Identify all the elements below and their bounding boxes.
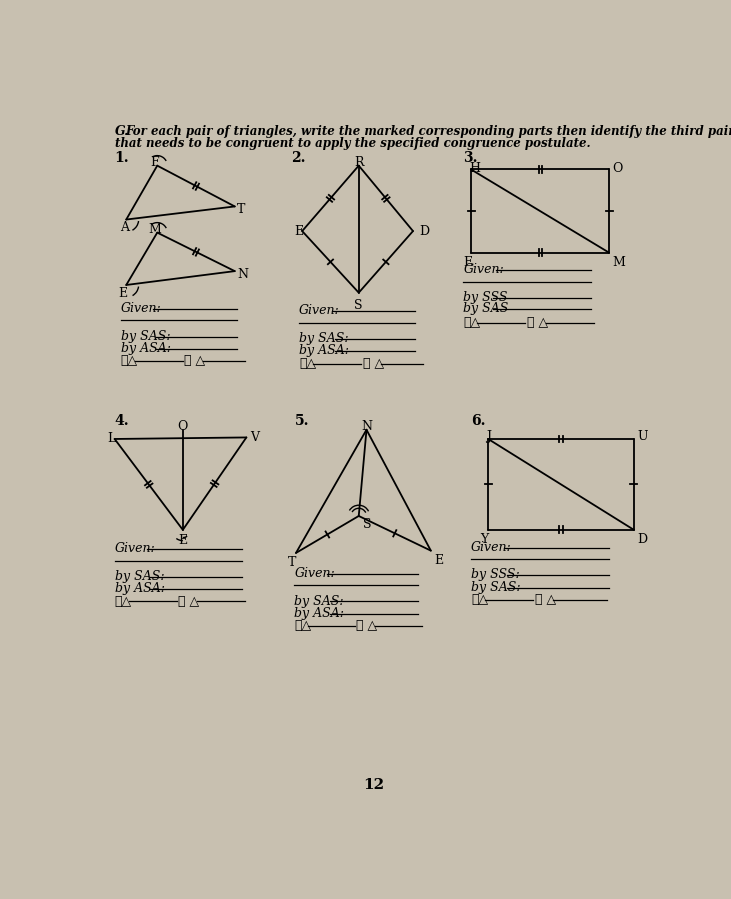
Text: V: V (250, 431, 260, 444)
Text: A: A (120, 221, 129, 234)
Text: Given:: Given: (295, 566, 336, 580)
Text: E: E (295, 225, 303, 237)
Text: by SAS:: by SAS: (295, 594, 344, 608)
Text: by SAS: by SAS (463, 302, 509, 315)
Text: ≅ △: ≅ △ (184, 354, 205, 368)
Text: ∴△: ∴△ (121, 354, 138, 368)
Text: G.: G. (115, 125, 129, 138)
Text: 6.: 6. (471, 414, 485, 428)
Text: D: D (637, 533, 647, 546)
Text: ∴△: ∴△ (463, 316, 480, 329)
Text: by SAS:: by SAS: (471, 581, 520, 593)
Text: E: E (178, 535, 187, 547)
Text: by ASA:: by ASA: (115, 583, 164, 595)
Text: E: E (434, 554, 443, 566)
Text: 3.: 3. (463, 151, 478, 165)
Text: ∴△: ∴△ (299, 357, 317, 369)
Text: 12: 12 (364, 778, 385, 792)
Text: Given:: Given: (463, 263, 504, 276)
Text: T: T (237, 203, 246, 217)
Text: ∴△: ∴△ (471, 593, 488, 606)
Text: ≅ △: ≅ △ (178, 594, 200, 608)
Text: J: J (486, 430, 491, 442)
Text: U: U (637, 430, 648, 442)
Text: by SSS: by SSS (463, 291, 508, 304)
Text: by SAS:: by SAS: (115, 570, 164, 583)
Text: E: E (118, 287, 128, 299)
Text: Given:: Given: (115, 542, 156, 556)
Text: by SAS:: by SAS: (299, 332, 349, 345)
Text: S: S (363, 518, 371, 530)
Text: Given:: Given: (299, 304, 340, 317)
Text: 2.: 2. (292, 151, 306, 165)
Text: O: O (178, 421, 188, 433)
Text: Given:: Given: (471, 540, 512, 554)
Text: O: O (612, 162, 623, 174)
Text: For each pair of triangles, write the marked corresponding parts then identify t: For each pair of triangles, write the ma… (126, 125, 731, 138)
Text: H: H (469, 162, 480, 174)
Text: 1.: 1. (115, 151, 129, 165)
Text: ≅ △: ≅ △ (363, 357, 384, 369)
Text: ∴△: ∴△ (115, 594, 132, 608)
Text: by ASA:: by ASA: (295, 607, 344, 619)
Text: ≅ △: ≅ △ (534, 593, 556, 606)
Text: by ASA:: by ASA: (121, 342, 171, 355)
Text: M: M (612, 255, 625, 269)
Text: Y: Y (480, 533, 489, 546)
Text: by SSS:: by SSS: (471, 568, 520, 582)
Text: by SAS:: by SAS: (121, 330, 170, 343)
Text: M: M (148, 223, 162, 236)
Text: N: N (361, 421, 372, 433)
Text: ≅ △: ≅ △ (527, 316, 548, 329)
Text: T: T (288, 556, 297, 569)
Text: L: L (107, 432, 115, 446)
Text: that needs to be congruent to apply the specified congruence postulate.: that needs to be congruent to apply the … (115, 138, 590, 150)
Text: by ASA:: by ASA: (299, 344, 349, 357)
Text: 4.: 4. (115, 414, 129, 428)
Text: F: F (151, 156, 159, 169)
Text: R: R (354, 156, 363, 169)
Text: S: S (355, 298, 363, 312)
Text: ∴△: ∴△ (295, 619, 311, 632)
Text: ≅ △: ≅ △ (357, 619, 377, 632)
Text: Given:: Given: (121, 302, 162, 315)
Text: D: D (419, 225, 429, 237)
Text: 5.: 5. (295, 414, 309, 428)
Text: N: N (237, 268, 248, 281)
Text: E: E (463, 255, 472, 269)
